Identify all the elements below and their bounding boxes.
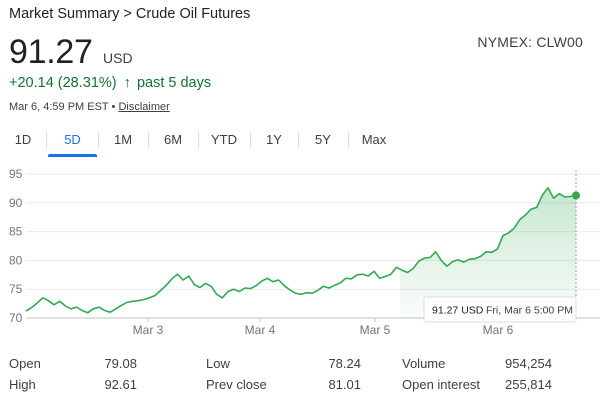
stat-prev-close-label: Prev close xyxy=(206,377,267,392)
tab-divider xyxy=(98,132,99,148)
x-tick-label: Mar 5 xyxy=(360,323,391,337)
stat-high-label: High xyxy=(9,377,36,392)
price-chart[interactable]: 70 75 80 85 90 95 Mar 3 Mar 4 Mar 5 Mar 6 91.27 … xyxy=(0,160,600,340)
tooltip-date: Fri, Mar 6 5:00 PM xyxy=(486,305,573,317)
tab-5d[interactable]: 5D xyxy=(48,125,97,157)
breadcrumb-parent-link[interactable]: Market Summary xyxy=(9,6,120,22)
stat-open-interest-value: 255,814 xyxy=(505,377,552,392)
current-point xyxy=(572,191,580,200)
y-tick-label: 70 xyxy=(9,311,23,325)
stat-open-label: Open xyxy=(9,356,41,371)
timestamp: Mar 6, 4:59 PM EST xyxy=(9,101,109,113)
y-axis: 70 75 80 85 90 95 xyxy=(9,167,23,325)
tab-1y[interactable]: 1Y xyxy=(266,132,282,147)
x-tick-label: Mar 3 xyxy=(133,323,164,337)
breadcrumb-current: Crude Oil Futures xyxy=(135,6,251,22)
stat-low-value: 78.24 xyxy=(328,356,361,371)
breadcrumb-separator: > xyxy=(123,6,132,22)
tab-ytd[interactable]: YTD xyxy=(211,132,237,147)
price-line xyxy=(25,187,577,314)
price-change: +20.14 (28.31%) ↑ past 5 days xyxy=(9,75,211,91)
tab-divider xyxy=(148,132,149,148)
x-axis: Mar 3 Mar 4 Mar 5 Mar 6 xyxy=(133,318,514,337)
tab-5y[interactable]: 5Y xyxy=(315,132,331,147)
stats-table: Open 79.08 High 92.61 Low 78.24 Prev clo… xyxy=(0,352,600,402)
x-tick-label: Mar 6 xyxy=(483,323,514,337)
tab-divider xyxy=(250,132,251,148)
y-tick-label: 90 xyxy=(9,196,23,210)
y-tick-label: 75 xyxy=(9,282,23,296)
y-tick-label: 80 xyxy=(9,253,23,267)
timestamp-row: Mar 6, 4:59 PM EST • Disclaimer xyxy=(9,101,170,113)
chart-tooltip: 91.27 USD Fri, Mar 6 5:00 PM xyxy=(423,296,577,323)
tab-1d[interactable]: 1D xyxy=(14,132,32,147)
price-area-fill xyxy=(400,187,576,318)
disclaimer-link[interactable]: Disclaimer xyxy=(118,101,170,113)
tab-divider xyxy=(46,132,47,148)
price-change-period: past 5 days xyxy=(136,75,212,91)
tooltip-box xyxy=(423,296,577,323)
stat-open-interest-label: Open interest xyxy=(402,377,481,392)
y-tick-label: 95 xyxy=(9,167,23,181)
tab-divider xyxy=(298,132,299,148)
tab-1m[interactable]: 1M xyxy=(113,132,133,147)
tab-divider xyxy=(348,132,349,148)
stat-low-label: Low xyxy=(206,356,230,371)
tab-divider xyxy=(198,132,199,148)
ticker-symbol: NYMEX: CLW00 xyxy=(477,34,583,50)
price-row: 91.27 USD xyxy=(9,33,133,72)
stat-high-value: 92.61 xyxy=(104,377,137,392)
current-price: 91.27 xyxy=(9,33,93,71)
y-tick-label: 85 xyxy=(9,225,23,239)
tooltip-value: 91.27 USD xyxy=(432,305,484,317)
price-change-value: +20.14 (28.31%) xyxy=(9,75,117,91)
arrow-up-icon: ↑ xyxy=(123,75,131,91)
range-tabs: 1D 5D 1M 6M YTD 1Y 5Y Max xyxy=(0,125,600,157)
timestamp-separator: • xyxy=(111,101,116,113)
stat-volume-label: Volume xyxy=(402,356,446,371)
stat-prev-close-value: 81.01 xyxy=(328,377,361,392)
breadcrumb: Market Summary > Crude Oil Futures xyxy=(9,6,250,22)
stat-open-value: 79.08 xyxy=(104,356,137,371)
tab-6m[interactable]: 6M xyxy=(163,132,183,147)
tab-max[interactable]: Max xyxy=(361,132,387,147)
x-tick-label: Mar 4 xyxy=(245,323,276,337)
price-currency: USD xyxy=(103,50,133,66)
stat-volume-value: 954,254 xyxy=(505,356,552,371)
